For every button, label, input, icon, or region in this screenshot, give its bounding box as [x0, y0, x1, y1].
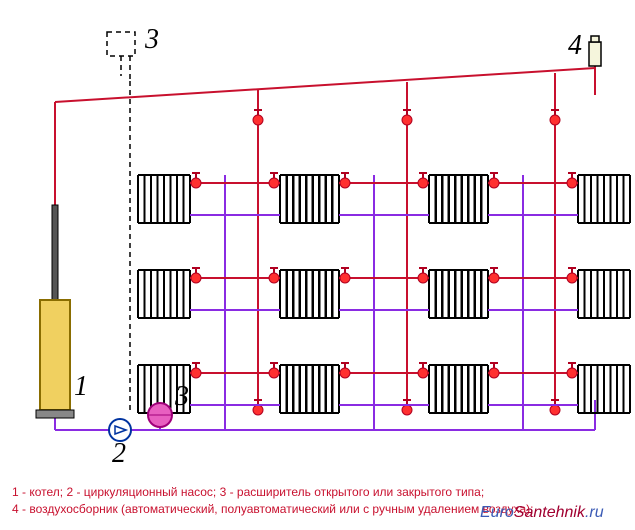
watermark: EuroSantehnik.ru — [480, 504, 604, 522]
callout-c1: 1 — [74, 371, 88, 403]
callout-c3b: 3 — [175, 381, 189, 413]
legend-line1: 1 - котел; 2 - циркуляционный насос; 3 -… — [12, 485, 484, 499]
callout-c4: 4 — [568, 30, 582, 62]
callout-c3a: 3 — [145, 24, 159, 56]
callout-c2: 2 — [112, 438, 126, 470]
heating-diagram — [0, 0, 635, 530]
legend-line2: 4 - воздухосборник (автоматический, полу… — [12, 502, 533, 516]
